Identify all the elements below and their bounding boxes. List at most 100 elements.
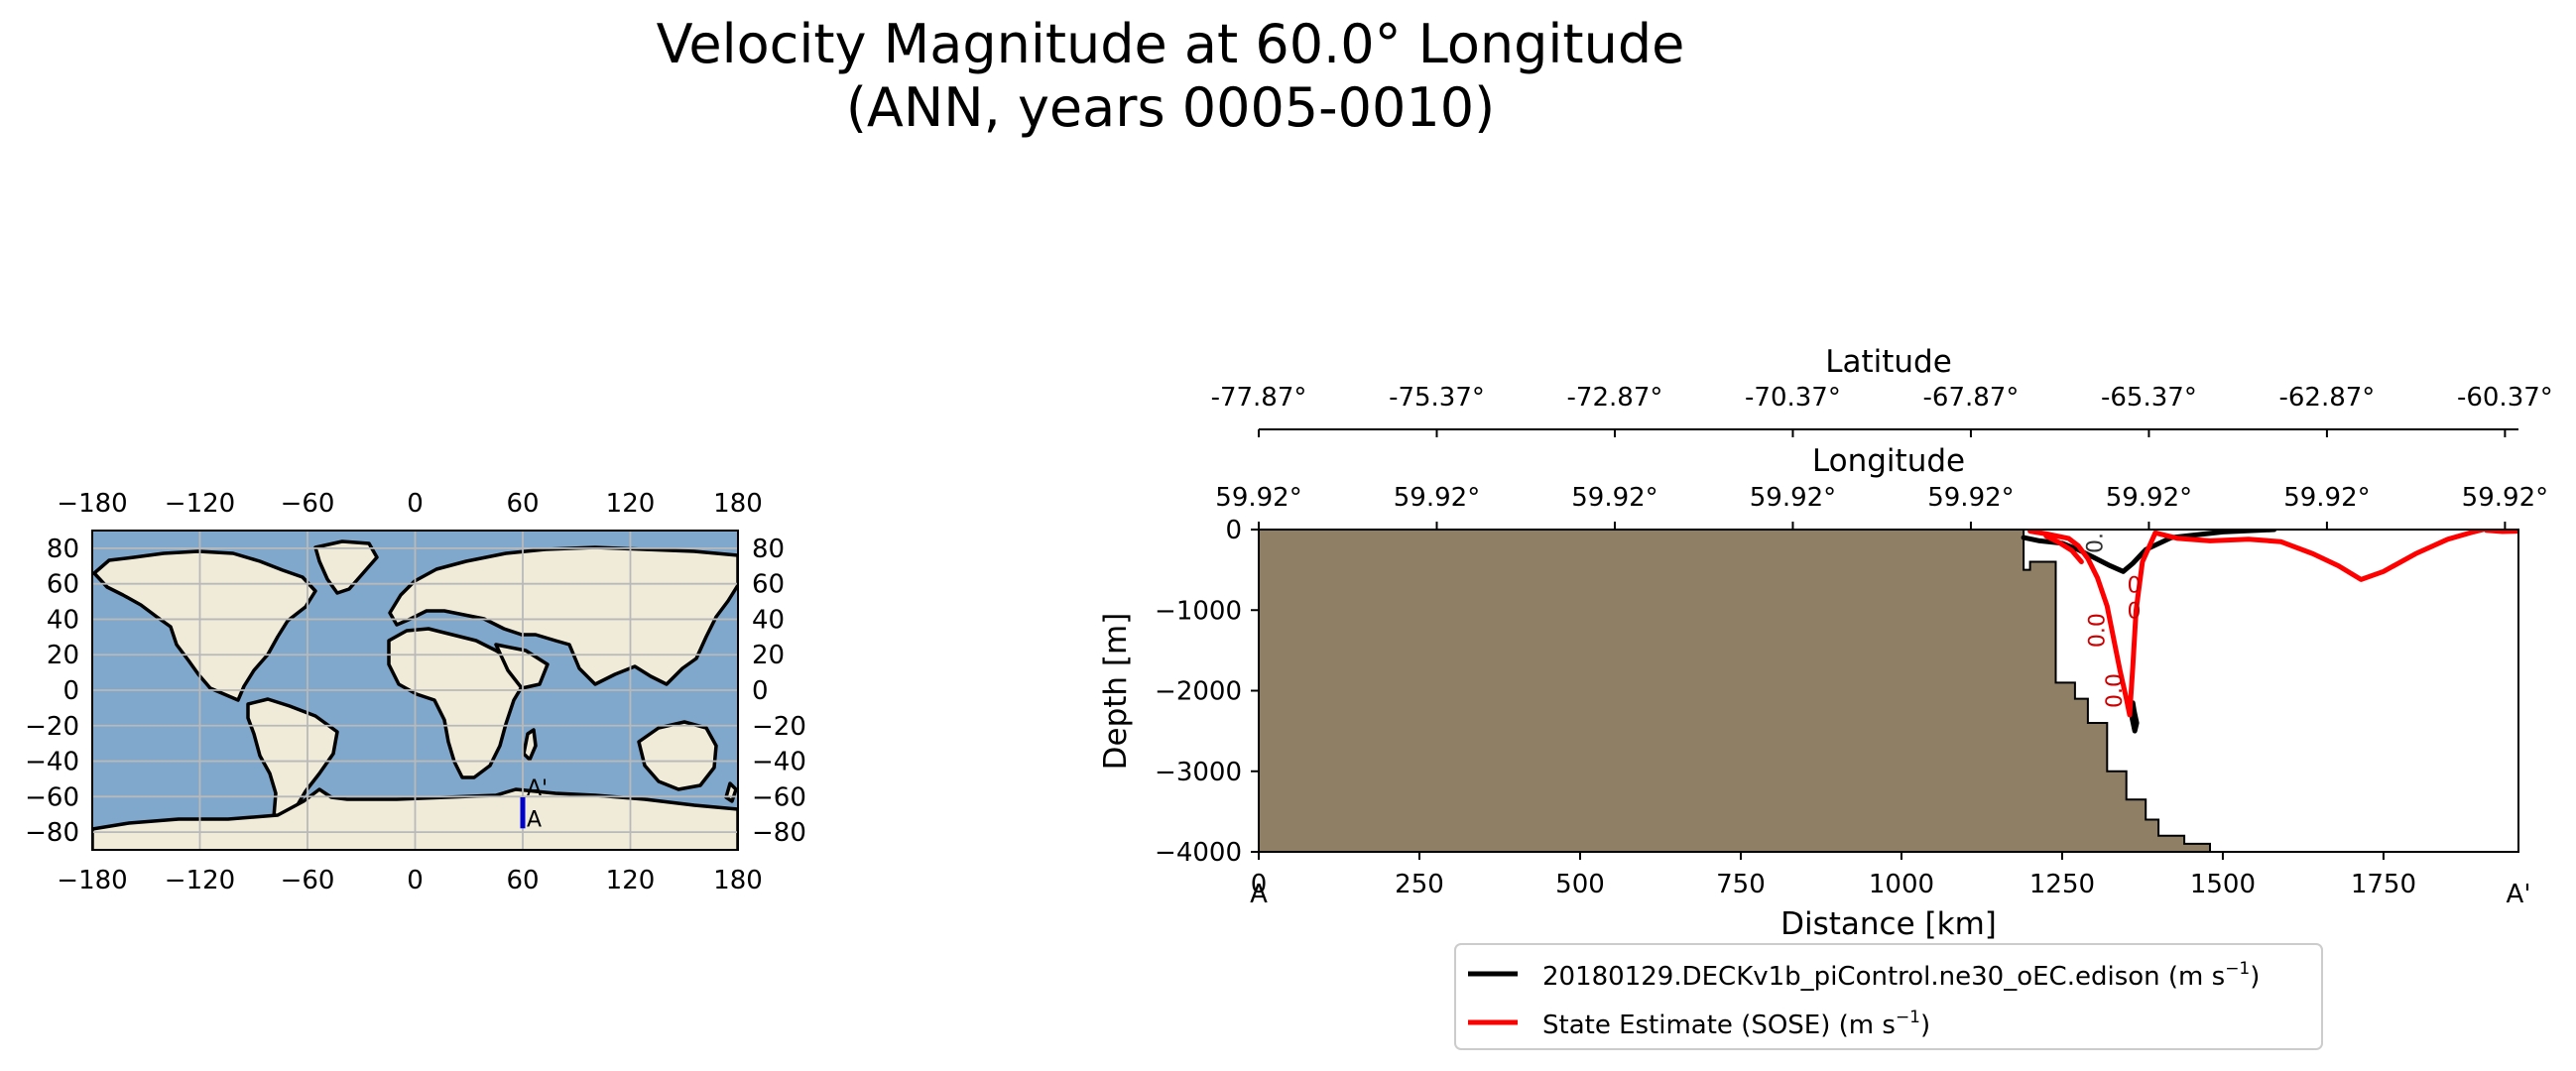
latitude-tick-label: -60.37° — [2457, 383, 2553, 413]
latitude-tick-label: -75.37° — [1389, 383, 1485, 413]
map-bottom-tick-label: −60 — [281, 866, 335, 895]
map-right-tick-label: 20 — [752, 641, 785, 670]
latitude-axis-label: Latitude — [1825, 344, 1952, 380]
map-right-tick-label: −60 — [752, 782, 806, 812]
longitude-axis-label: Longitude — [1812, 443, 1965, 479]
contour-lines — [2021, 530, 2518, 734]
x-tick-label: 1500 — [2190, 870, 2256, 899]
map-bottom-tick-label: 180 — [713, 866, 763, 895]
x-tick-label: 1000 — [1869, 870, 1934, 899]
longitude-tick-label: 59.92° — [2462, 483, 2548, 513]
land-eurasia — [388, 545, 738, 686]
land-africa — [387, 627, 528, 779]
legend-label-obs-text: State Estimate (SOSE) (m s — [1542, 1011, 1896, 1040]
map-left-tick-label: 60 — [47, 570, 79, 600]
seafloor-bathymetry — [1259, 530, 2211, 852]
x-axis-label: Distance [km] — [1780, 906, 1997, 942]
model-contour — [2130, 700, 2140, 734]
contour-level-label: 0 — [2128, 599, 2142, 624]
y-tick-label: −2000 — [1155, 677, 1242, 707]
longitude-tick-label: 59.92° — [1750, 483, 1836, 513]
latitude-tick-label: -67.87° — [1923, 383, 2020, 413]
location-map: A' A −180 −180 −120 −120 −60 −60 0 0 60 60 120 120 18… — [25, 489, 806, 895]
map-bottom-tick-label: −180 — [57, 866, 127, 895]
land-greenland — [313, 539, 379, 595]
transect-end-label: A' — [527, 776, 548, 801]
map-top-tick-label: 0 — [407, 489, 424, 519]
map-bottom-tick-label: −120 — [165, 866, 235, 895]
x-tick-label: 750 — [1716, 870, 1766, 899]
map-left-tick-label: 20 — [47, 641, 79, 670]
map-land — [92, 539, 738, 850]
y-tick-label: 0 — [1225, 516, 1242, 545]
legend-label-model-exp: −1 — [2225, 959, 2250, 979]
x-tick-label: 1250 — [2029, 870, 2095, 899]
transect-start-label: A — [527, 807, 542, 832]
latitude-tick-label: -77.87° — [1211, 383, 1307, 413]
map-bottom-tick-label: 0 — [407, 866, 424, 895]
latitude-ticks: -77.87° -75.37° -72.87° -70.37° -67.87° -65.3… — [1211, 383, 2553, 437]
map-top-tick-label: −120 — [165, 489, 235, 519]
map-ticks: −180 −180 −120 −120 −60 −60 0 0 60 60 120 120 180 180… — [25, 489, 806, 895]
longitude-tick-label: 59.92° — [1394, 483, 1480, 513]
land-new-zealand — [724, 781, 738, 803]
map-transect: A' A — [520, 776, 548, 832]
map-left-tick-label: −40 — [25, 748, 79, 777]
map-right-tick-label: 80 — [752, 535, 785, 564]
obs-contour — [2152, 530, 2486, 582]
legend-label-model-text: 20180129.DECKv1b_piControl.ne30_oEC.edis… — [1542, 962, 2225, 992]
y-axis-label: Depth [m] — [1098, 613, 1134, 771]
legend-label-obs: State Estimate (SOSE) (m s−1) — [1542, 1008, 1930, 1040]
y-tick-label: −3000 — [1155, 758, 1242, 787]
map-left-tick-label: −80 — [25, 818, 79, 848]
contour-level-label: 0.0 — [2085, 613, 2110, 648]
longitude-ticks: 59.92° 59.92° 59.92° 59.92° 59.92° 59.92° 59.9… — [1215, 483, 2548, 530]
y-tick-label: −4000 — [1155, 838, 1242, 868]
map-left-tick-label: 80 — [47, 535, 79, 564]
map-left-tick-label: 40 — [47, 605, 79, 635]
latitude-tick-label: -62.87° — [2278, 383, 2375, 413]
latitude-tick-label: -72.87° — [1567, 383, 1663, 413]
map-top-tick-label: 180 — [713, 489, 763, 519]
x-tick-label: 500 — [1555, 870, 1605, 899]
contour-level-label: 0.0 — [2103, 673, 2128, 708]
legend-label-obs-exp: −1 — [1896, 1008, 1920, 1027]
map-frame — [91, 530, 739, 851]
map-left-tick-label: −20 — [25, 712, 79, 742]
map-top-tick-label: −180 — [57, 489, 127, 519]
figure-title-line2: (ANN, years 0005-0010) — [846, 76, 1495, 139]
y-tick-label: −1000 — [1155, 596, 1242, 626]
section-ticks: 0 250 500 750 1000 1250 1500 1750 0 −1000 −2000 −30… — [1155, 516, 2416, 899]
section-plot: 0.10.00.000 0 250 500 750 1000 1250 1500 17500−… — [1098, 344, 2553, 942]
map-left-tick-label: −60 — [25, 782, 79, 812]
figure-title-line1: Velocity Magnitude at 60.0° Longitude — [657, 13, 1685, 75]
obs-contour — [2484, 530, 2518, 535]
contour-labels: 0.1 0.0 0.0 00 — [2083, 519, 2142, 708]
legend-box — [1454, 943, 2323, 1050]
map-top-tick-label: −60 — [281, 489, 335, 519]
land-australia — [637, 720, 718, 791]
legend-label-obs-close: ) — [1920, 1011, 1930, 1040]
map-gridlines — [92, 531, 738, 850]
legend: 20180129.DECKv1b_piControl.ne30_oEC.edis… — [1454, 943, 2323, 1050]
map-right-tick-label: −20 — [752, 712, 806, 742]
map-bottom-tick-label: 120 — [606, 866, 656, 895]
longitude-tick-label: 59.92° — [2283, 483, 2370, 513]
map-top-tick-label: 120 — [606, 489, 656, 519]
legend-label-model: 20180129.DECKv1b_piControl.ne30_oEC.edis… — [1542, 959, 2260, 992]
land-north-america — [92, 549, 317, 702]
legend-label-model-close: ) — [2250, 962, 2260, 992]
map-right-tick-label: 40 — [752, 605, 785, 635]
contour-level-label: 0.1 — [2083, 519, 2108, 553]
section-start-label: A — [1250, 880, 1268, 909]
latitude-tick-label: -70.37° — [1745, 383, 1841, 413]
longitude-tick-label: 59.92° — [2106, 483, 2192, 513]
map-bottom-tick-label: 60 — [506, 866, 539, 895]
land-madagascar — [522, 728, 538, 762]
map-top-tick-label: 60 — [506, 489, 539, 519]
x-tick-label: 1750 — [2351, 870, 2416, 899]
map-right-tick-label: 60 — [752, 570, 785, 600]
x-tick-label: 250 — [1395, 870, 1444, 899]
contour-level-label: 0 — [2128, 573, 2142, 598]
